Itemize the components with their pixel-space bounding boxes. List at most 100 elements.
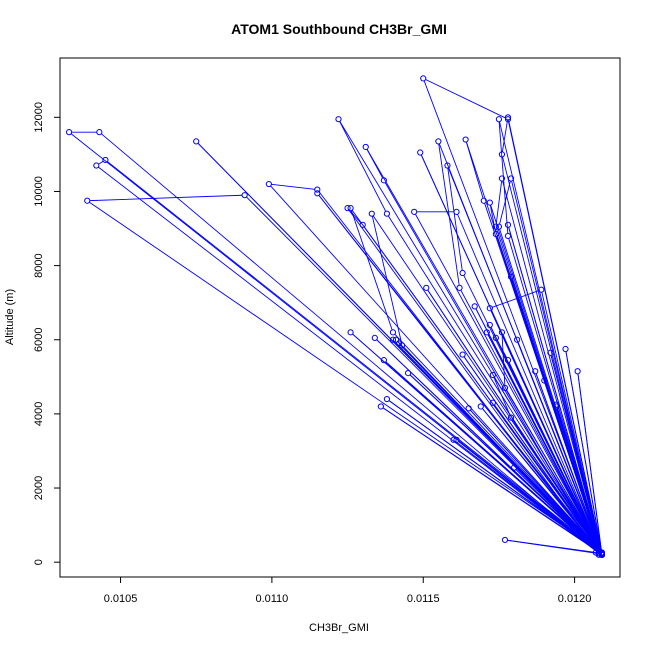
data-point (504, 232, 512, 240)
series-segment (498, 121, 509, 234)
data-point (553, 401, 560, 408)
data-point (507, 273, 515, 280)
data-point (453, 436, 460, 443)
data-point (486, 305, 493, 312)
data-point (598, 550, 605, 557)
data-point (477, 403, 484, 410)
data-point (411, 208, 418, 215)
series-segment (101, 133, 598, 552)
data-point (265, 180, 272, 188)
series-segment (493, 376, 601, 552)
data-point (96, 129, 103, 136)
data-point (344, 205, 351, 212)
data-point (513, 336, 521, 343)
series-segment (107, 161, 601, 552)
series-group (65, 75, 605, 558)
data-point (510, 464, 518, 471)
data-point (453, 208, 460, 215)
series-segment (352, 333, 601, 552)
data-point (465, 405, 472, 412)
series-segment (376, 339, 601, 553)
data-point (102, 156, 109, 164)
series-segment (577, 373, 602, 551)
data-point (486, 321, 493, 329)
series-segment (371, 216, 402, 343)
data-point (380, 177, 387, 184)
data-point (359, 221, 366, 228)
data-point (389, 336, 397, 343)
series-segment (415, 213, 601, 552)
series-segment (425, 79, 506, 119)
series-segment (348, 209, 362, 224)
data-point (501, 536, 509, 544)
series-segment (490, 327, 602, 552)
y-tick-label: 8000 (33, 253, 45, 277)
x-tick-label: 0.0110 (255, 593, 288, 605)
series-segment (490, 310, 602, 553)
chart-title: ATOM1 Southbound CH3Br_GMI (231, 21, 447, 37)
series-segment (493, 377, 511, 416)
series-segment (339, 121, 387, 212)
data-point (562, 345, 569, 353)
data-point (314, 186, 321, 193)
data-point (471, 303, 478, 310)
data-point (93, 162, 100, 169)
series-segment (565, 351, 602, 553)
data-point (495, 116, 503, 123)
series-segment (507, 539, 600, 555)
data-point (507, 414, 515, 421)
series-segment (511, 180, 602, 553)
data-point (507, 175, 515, 182)
y-tick-label: 4000 (33, 402, 45, 426)
data-point (492, 223, 499, 230)
y-tick-label: 6000 (33, 328, 45, 352)
series-segment (384, 182, 598, 552)
data-point (450, 436, 457, 443)
data-point (459, 269, 466, 277)
y-tick-label: 0 (33, 559, 45, 565)
data-point (504, 116, 512, 123)
data-point (492, 334, 499, 341)
series-segment (447, 168, 463, 271)
x-axis-label: CH3Br_GMI (309, 622, 369, 634)
data-point (377, 403, 384, 410)
series-segment (457, 214, 602, 553)
data-point (532, 368, 539, 375)
data-point (314, 190, 321, 197)
data-point (462, 136, 469, 143)
series-segment (387, 215, 601, 553)
y-tick-label: 12000 (33, 102, 45, 133)
data-point (547, 349, 554, 356)
x-axis: 0.0105 0.0110 0.0115 0.0120 (104, 577, 591, 605)
series-segment (98, 160, 104, 165)
series-segment (494, 404, 601, 552)
data-point (492, 230, 499, 238)
x-tick-label: 0.0105 (104, 593, 138, 605)
series-segment (427, 289, 601, 552)
y-axis: 0 2000 4000 6000 8000 10000 12000 (33, 102, 60, 565)
series-segment (505, 389, 601, 552)
data-point (595, 551, 602, 558)
data-point (84, 197, 91, 204)
series-segment (550, 355, 602, 551)
series-segment (517, 341, 602, 552)
series-segment (348, 209, 598, 552)
series-segment (246, 196, 601, 553)
data-point (383, 210, 391, 217)
series-segment (487, 334, 602, 552)
data-point (347, 205, 354, 212)
series-segment (351, 210, 393, 331)
y-tick-label: 2000 (33, 476, 45, 500)
series-segment (541, 292, 602, 552)
data-point (417, 149, 424, 156)
series-segment (501, 334, 506, 386)
series-segment (89, 201, 600, 552)
data-point (498, 175, 506, 182)
data-point (389, 329, 397, 336)
data-point (335, 116, 342, 123)
data-point (480, 197, 487, 204)
series-segment (465, 141, 484, 199)
data-point (241, 192, 248, 199)
data-point (380, 357, 387, 364)
